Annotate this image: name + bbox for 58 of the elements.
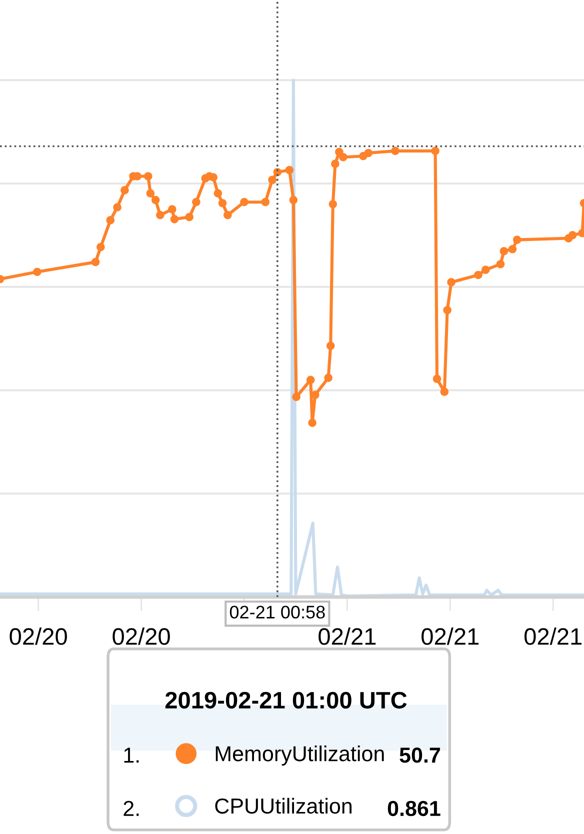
point: [512, 236, 522, 244]
point: [443, 306, 452, 314]
point: [223, 210, 232, 220]
point: [268, 176, 276, 184]
x-tick-label: 02/20: [10, 628, 67, 645]
legend-label: MemoryUtilization: [216, 746, 384, 766]
point: [209, 173, 218, 182]
legend-title: 2019-02-21 01:00 UTC: [165, 692, 407, 709]
point: [496, 260, 505, 268]
point: [331, 160, 340, 168]
point: [447, 278, 456, 286]
point: [308, 418, 316, 427]
point: [168, 205, 176, 214]
point: [364, 148, 373, 158]
point: [192, 198, 200, 206]
point: [292, 392, 300, 402]
point: [508, 244, 517, 254]
point: [106, 216, 115, 224]
point: [146, 189, 155, 198]
point: [33, 268, 42, 276]
point: [326, 342, 335, 350]
x-tick-label: 02/21: [422, 628, 479, 645]
x-tick-label: 02/21: [318, 628, 376, 645]
point: [391, 146, 400, 156]
point: [431, 146, 440, 156]
point: [306, 376, 315, 384]
point: [96, 242, 105, 252]
legend-label: CPUUtilization: [215, 798, 352, 814]
point: [170, 214, 179, 224]
x-tick-label: 02/21: [524, 628, 582, 645]
point: [328, 200, 338, 208]
point: [440, 388, 449, 396]
point: [113, 203, 122, 212]
text: 2.: [124, 800, 139, 816]
text: 1.: [124, 748, 139, 763]
point: [500, 247, 508, 256]
ref-line-label: 02-21 00:58: [230, 606, 325, 619]
point: [261, 198, 270, 206]
point: [324, 374, 332, 382]
point: [144, 172, 152, 180]
point: [120, 186, 129, 194]
point: [289, 196, 298, 204]
point: [432, 374, 442, 384]
point: [481, 266, 490, 274]
text: 50.7: [400, 748, 440, 763]
point: [185, 212, 194, 222]
point: [218, 198, 227, 208]
point: [91, 258, 100, 266]
point: [240, 198, 248, 206]
text: 0.861: [388, 800, 440, 816]
point: [285, 166, 294, 174]
point: [151, 196, 160, 204]
point: [214, 189, 222, 198]
point: [156, 210, 164, 220]
point: [339, 152, 348, 162]
point: [474, 270, 482, 280]
x-tick-label: 02/20: [112, 628, 170, 645]
point: [568, 231, 577, 240]
